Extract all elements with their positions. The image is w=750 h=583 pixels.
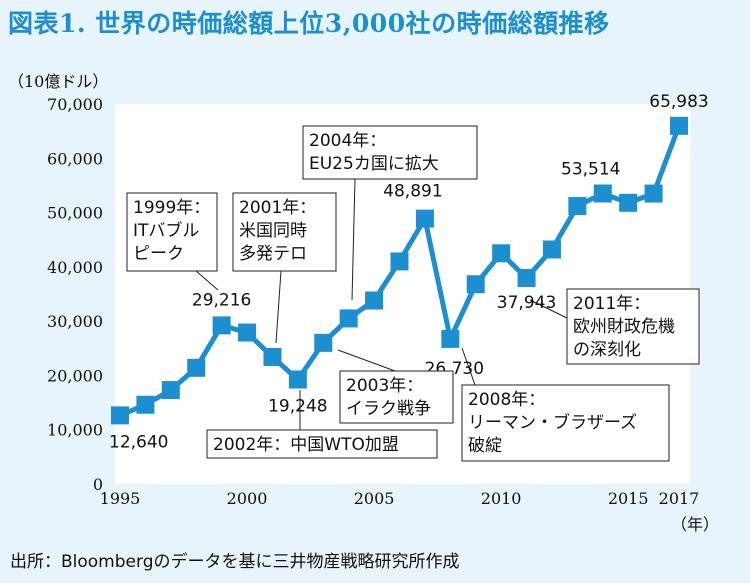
- y-tick-label: 60,000: [47, 149, 103, 168]
- data-point-marker: [111, 406, 129, 425]
- data-point-marker: [517, 269, 536, 288]
- annotation-text: ITバブル: [133, 220, 199, 241]
- annotation-leader-line: [337, 349, 396, 372]
- annotation-box: 2004年： EU25カ国に拡大: [302, 125, 478, 180]
- annotation-text: イラク戦争: [346, 399, 431, 419]
- data-point-marker: [161, 381, 180, 400]
- annotation-text: 2003年：: [346, 376, 423, 396]
- x-tick-label: 2005: [354, 489, 395, 508]
- annotation-text: 2002年：中国WTO加盟: [213, 435, 399, 455]
- annotation-box: 2003年： イラク戦争: [339, 370, 454, 424]
- data-point-marker: [593, 184, 612, 203]
- data-point-marker: [288, 370, 307, 389]
- data-label: 12,640: [109, 432, 168, 452]
- data-point-marker: [441, 329, 460, 348]
- data-point-marker: [339, 309, 358, 328]
- data-label: 48,891: [383, 182, 442, 202]
- x-tick-label: 2000: [227, 489, 268, 508]
- annotation-text: 欧州財政危機: [573, 317, 675, 337]
- annotation-text: 2008年：: [468, 390, 545, 410]
- annotation-text: 1999年：: [133, 198, 210, 218]
- data-point-marker: [568, 197, 587, 216]
- y-tick-label: 40,000: [47, 258, 103, 277]
- annotation-leader-line: [529, 299, 568, 319]
- annotation-text: 2001年：: [239, 198, 316, 218]
- annotation-leader-line: [351, 178, 356, 301]
- data-point-marker: [644, 184, 663, 203]
- data-point-marker: [542, 240, 561, 259]
- data-point-marker: [187, 358, 206, 377]
- source-note: 出所：Bloombergのデータを基に三井物産戦略研究所作成: [10, 552, 460, 572]
- y-tick-label: 20,000: [47, 366, 103, 385]
- annotation-leader-line: [461, 347, 476, 386]
- annotation-text: 米国同時: [239, 221, 307, 241]
- annotation-text: 破綻: [468, 436, 502, 456]
- x-tick-label: 1995: [100, 489, 141, 508]
- data-point-marker: [136, 395, 155, 414]
- data-label: 37,943: [497, 293, 556, 313]
- y-tick-label: 50,000: [47, 204, 103, 223]
- y-tick-label: 10,000: [47, 421, 103, 440]
- data-point-marker: [670, 116, 688, 135]
- annotation-leader-line: [275, 270, 282, 344]
- y-tick-label: 70,000: [47, 95, 103, 114]
- data-point-marker: [390, 252, 409, 271]
- annotation-box: 2002年：中国WTO加盟: [206, 429, 438, 459]
- data-point-marker: [466, 275, 485, 294]
- x-tick-label: 2017: [659, 489, 700, 508]
- annotation-text: リーマン・ブラザーズ: [468, 412, 637, 433]
- y-tick-label: 30,000: [47, 312, 103, 331]
- data-point-marker: [492, 244, 511, 263]
- data-point-marker: [263, 347, 282, 366]
- data-label: 65,983: [649, 92, 708, 112]
- annotation-text: ピーク: [133, 244, 184, 264]
- data-point-marker: [314, 333, 333, 352]
- data-label: 19,248: [268, 397, 327, 417]
- data-label: 29,216: [192, 290, 251, 310]
- annotation-text: 2004年：: [309, 131, 386, 151]
- x-axis-unit-label: （年）: [671, 515, 719, 534]
- data-point-marker: [365, 291, 384, 310]
- annotation-text: 多発テロ: [239, 244, 307, 264]
- y-axis-unit-label: （10億ドル）: [8, 72, 108, 91]
- y-tick-label: 0: [93, 475, 103, 494]
- annotation-leader-line: [195, 270, 219, 291]
- data-point-marker: [212, 316, 231, 335]
- data-point-marker: [415, 209, 434, 228]
- annotation-text: 2011年：: [573, 294, 650, 314]
- x-tick-label: 2015: [608, 489, 649, 508]
- data-point-marker: [238, 323, 257, 342]
- data-label: 53,514: [561, 159, 620, 179]
- x-tick-label: 2010: [481, 489, 522, 508]
- chart-title: 図表1. 世界の時価総額上位3,000社の時価総額推移: [8, 9, 610, 38]
- annotation-text: の深刻化: [573, 340, 641, 360]
- annotation-text: EU25カ国に拡大: [309, 154, 439, 174]
- data-point-marker: [619, 193, 638, 212]
